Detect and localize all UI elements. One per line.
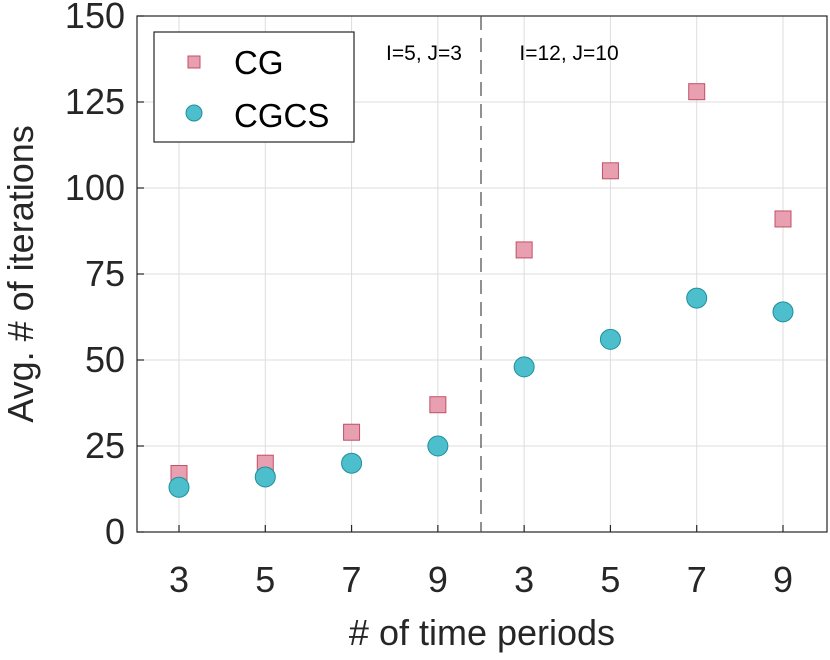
- x-tick-label: 3: [514, 559, 534, 600]
- group-annotation-right: I=12, J=10: [519, 42, 618, 65]
- x-tick-label: 9: [773, 559, 793, 600]
- legend-label-cgcs: CGCS: [234, 97, 329, 134]
- legend: CG CGCS: [153, 31, 355, 143]
- y-tick-label: 125: [65, 81, 125, 122]
- y-tick-label: 50: [85, 339, 125, 380]
- y-axis-ticks: 0 25 50 75 100 125 150: [65, 0, 144, 552]
- legend-square-marker: [187, 55, 201, 69]
- x-tick-label: 9: [428, 559, 448, 600]
- cgcs-circle-marker: [599, 328, 621, 350]
- legend-box: [153, 31, 355, 143]
- cg-square-marker: [774, 210, 792, 228]
- x-tick-label: 7: [687, 559, 707, 600]
- x-tick-label: 5: [600, 559, 620, 600]
- legend-circle-marker: [185, 104, 203, 122]
- y-tick-label: 150: [65, 0, 125, 36]
- legend-label-cg: CG: [234, 44, 284, 81]
- cg-square-marker: [688, 83, 706, 101]
- cg-square-marker: [343, 423, 361, 441]
- y-tick-label: 25: [85, 425, 125, 466]
- cgcs-circle-marker: [341, 452, 363, 474]
- x-tick-label: 7: [342, 559, 362, 600]
- y-tick-label: 0: [105, 511, 125, 552]
- x-tick-label: 5: [255, 559, 275, 600]
- x-tick-label: 3: [169, 559, 189, 600]
- y-tick-label: 75: [85, 253, 125, 294]
- x-axis-title: # of time periods: [349, 612, 615, 653]
- cgcs-circle-marker: [513, 356, 535, 378]
- cgcs-circle-marker: [427, 435, 449, 457]
- y-tick-label: 100: [65, 167, 125, 208]
- cgcs-circle-marker: [772, 301, 794, 323]
- cg-square-marker: [515, 241, 533, 259]
- group-annotation-left: I=5, J=3: [386, 42, 462, 65]
- data-markers: [168, 83, 794, 498]
- cg-square-marker: [429, 396, 447, 414]
- cgcs-circle-marker: [686, 287, 708, 309]
- y-axis-title: Avg. # of iterations: [0, 125, 41, 423]
- cgcs-circle-marker: [254, 466, 276, 488]
- cg-square-marker: [601, 162, 619, 180]
- x-axis-ticks: 3 5 7 9 3 5 7 9: [169, 525, 793, 600]
- cgcs-circle-marker: [168, 476, 190, 498]
